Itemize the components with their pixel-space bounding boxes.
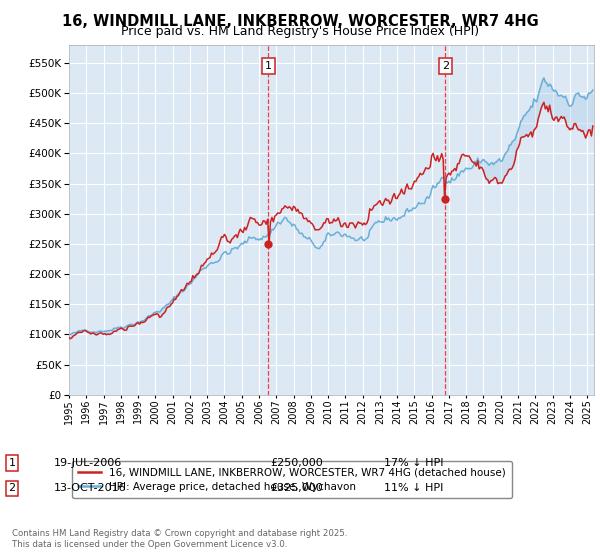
Text: 11% ↓ HPI: 11% ↓ HPI xyxy=(384,483,443,493)
Text: 13-OCT-2016: 13-OCT-2016 xyxy=(54,483,127,493)
Text: 17% ↓ HPI: 17% ↓ HPI xyxy=(384,458,443,468)
Text: £250,000: £250,000 xyxy=(270,458,323,468)
Text: 19-JUL-2006: 19-JUL-2006 xyxy=(54,458,122,468)
Text: 2: 2 xyxy=(8,483,16,493)
Text: Price paid vs. HM Land Registry's House Price Index (HPI): Price paid vs. HM Land Registry's House … xyxy=(121,25,479,38)
Legend: 16, WINDMILL LANE, INKBERROW, WORCESTER, WR7 4HG (detached house), HPI: Average : 16, WINDMILL LANE, INKBERROW, WORCESTER,… xyxy=(71,461,512,498)
Text: 2: 2 xyxy=(442,61,449,71)
Text: £325,000: £325,000 xyxy=(270,483,323,493)
Text: 16, WINDMILL LANE, INKBERROW, WORCESTER, WR7 4HG: 16, WINDMILL LANE, INKBERROW, WORCESTER,… xyxy=(62,14,538,29)
Text: Contains HM Land Registry data © Crown copyright and database right 2025.
This d: Contains HM Land Registry data © Crown c… xyxy=(12,529,347,549)
Text: 1: 1 xyxy=(8,458,16,468)
Text: 1: 1 xyxy=(265,61,272,71)
